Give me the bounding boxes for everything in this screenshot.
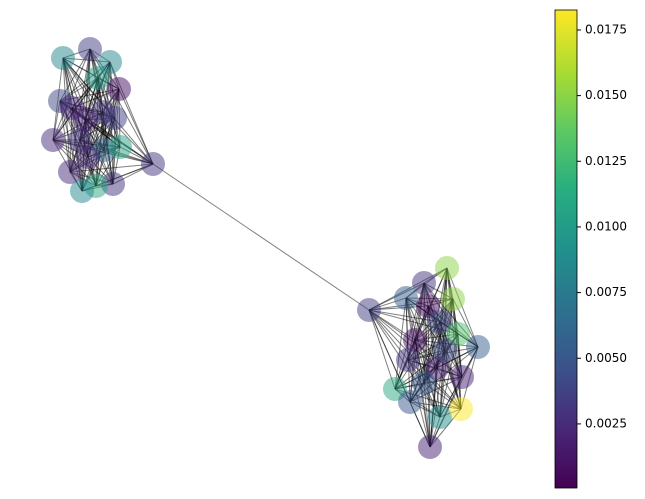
node [446, 322, 470, 346]
node [466, 335, 490, 359]
node [70, 179, 94, 203]
node [141, 152, 165, 176]
edge [368, 309, 396, 390]
node [108, 135, 132, 159]
node [58, 160, 82, 184]
colorbar [554, 9, 578, 489]
node [86, 66, 110, 90]
node [51, 46, 75, 70]
colorbar-tick-label: 0.0075 [585, 285, 627, 299]
nodes [41, 37, 490, 459]
node [428, 405, 452, 429]
colorbar-tick-label: 0.0150 [585, 88, 627, 102]
node [103, 106, 127, 130]
node [435, 256, 459, 280]
node [107, 77, 131, 101]
colorbar-tick-label: 0.0025 [585, 416, 627, 430]
colorbar-tick-label: 0.0125 [585, 154, 627, 168]
edge [95, 77, 99, 187]
node [78, 37, 102, 61]
node [41, 128, 65, 152]
node [433, 338, 457, 362]
node [396, 348, 420, 372]
edge [405, 297, 431, 448]
node [449, 397, 473, 421]
node [76, 145, 100, 169]
node [450, 365, 474, 389]
colorbar-tick-label: 0.0100 [585, 219, 627, 233]
node [428, 310, 452, 334]
node [403, 328, 427, 352]
colorbar-tick-label: 0.0175 [585, 22, 627, 36]
node [412, 371, 436, 395]
colorbar-tick-label: 0.0050 [585, 351, 627, 365]
node [441, 287, 465, 311]
node [412, 271, 436, 295]
node [418, 435, 442, 459]
node [357, 298, 381, 322]
edge [118, 88, 154, 165]
node [394, 286, 418, 310]
edge [152, 163, 370, 311]
edge [452, 298, 462, 410]
edge [446, 267, 479, 348]
node [73, 108, 97, 132]
node [398, 390, 422, 414]
colorbar-ticks: 0.0025 0.0050 0.0075 0.0100 0.0125 0.0150 0.01… [577, 22, 627, 430]
edge [69, 163, 154, 173]
